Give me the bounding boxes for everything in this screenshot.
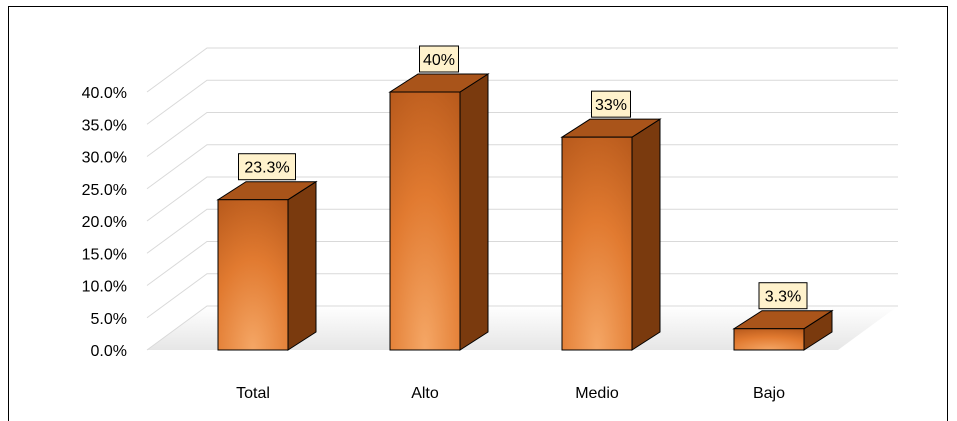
bar-front: [561, 136, 633, 351]
gridline: [146, 79, 898, 125]
gridline: [146, 47, 898, 93]
y-tick-label: 40.0%: [82, 85, 127, 102]
chart-floor: [147, 306, 898, 350]
y-tick-label: 35.0%: [82, 117, 127, 134]
gridlines: [146, 47, 898, 351]
data-label: 23.3%: [238, 153, 296, 181]
gridline: [146, 144, 898, 190]
data-label-text: 3.3%: [765, 289, 801, 306]
y-tick-label: 0.0%: [91, 343, 127, 360]
bar-front: [733, 328, 805, 351]
gridline: [146, 305, 898, 351]
data-label-text: 23.3%: [244, 160, 289, 177]
y-tick-label: 30.0%: [82, 150, 127, 167]
bar-medio: [560, 118, 662, 351]
gridline: [146, 208, 898, 254]
data-label-box: [419, 45, 459, 73]
x-tick-label: Total: [236, 385, 270, 402]
data-label-box: [591, 90, 631, 118]
bar-front: [389, 91, 461, 351]
gridline: [146, 176, 898, 222]
y-tick-label: 20.0%: [82, 214, 127, 231]
gridline: [146, 241, 898, 286]
bar-bajo: [732, 309, 834, 351]
data-label-box: [758, 282, 808, 310]
y-tick-label: 5.0%: [91, 311, 127, 328]
x-axis-ticks: Total Alto Medio Bajo: [236, 385, 785, 402]
bar-total: [216, 180, 318, 351]
bar-side: [287, 180, 317, 351]
data-label-box: [238, 153, 296, 181]
data-label-text: 40%: [423, 52, 455, 69]
bar-alto: [388, 73, 490, 351]
data-label: 40%: [419, 45, 459, 73]
y-tick-label: 25.0%: [82, 182, 127, 199]
x-tick-label: Alto: [411, 385, 439, 402]
y-tick-label: 10.0%: [82, 279, 127, 296]
x-tick-label: Medio: [575, 385, 619, 402]
data-label: 33%: [591, 90, 631, 118]
y-tick-label: 15.0%: [82, 246, 127, 263]
data-labels: 23.3% 40% 33% 3.3%: [238, 45, 808, 310]
floor-plane: [147, 306, 898, 350]
gridline: [146, 112, 898, 157]
x-tick-label: Bajo: [753, 385, 785, 402]
gridline: [146, 273, 898, 319]
data-label: 3.3%: [758, 282, 808, 310]
y-axis-ticks: 0.0% 5.0% 10.0% 15.0% 20.0% 25.0% 30.0% 35.0% 40…: [82, 85, 127, 360]
bar-side: [631, 118, 661, 351]
data-label-text: 33%: [595, 97, 627, 114]
bar-side: [459, 73, 489, 351]
bar-front: [217, 199, 289, 351]
bars: [216, 73, 834, 351]
